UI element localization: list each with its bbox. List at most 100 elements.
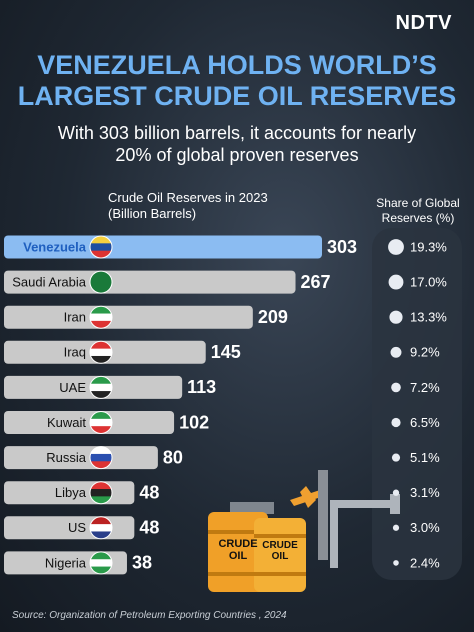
share-dot [388, 274, 404, 290]
flag-border [89, 305, 113, 329]
flag [89, 411, 113, 434]
barrel-label: CRUDE OIL [218, 538, 258, 562]
bar [4, 270, 296, 294]
flag [89, 375, 113, 399]
value-label: 267 [301, 272, 331, 292]
share-dot [391, 453, 401, 462]
flag-stripe [90, 531, 112, 539]
flag-stripe [90, 426, 112, 434]
flag [89, 340, 113, 364]
category-label: Kuwait [47, 415, 86, 430]
flag-border [89, 551, 113, 575]
chart-title: VENEZUELA HOLDS WORLD’S LARGEST CRUDE OI… [17, 50, 457, 111]
category-label: Russia [46, 450, 87, 465]
value-label: 113 [187, 377, 216, 397]
flag [89, 235, 113, 259]
bar [4, 411, 175, 434]
flag-stripe [90, 516, 112, 525]
bar [4, 235, 323, 259]
value-label: 145 [211, 342, 241, 362]
category-label: Nigeria [45, 555, 87, 570]
category-label: Venezuela [23, 239, 87, 254]
share-label: 13.3% [410, 310, 447, 325]
category-label: Saudi Arabia [12, 275, 86, 290]
flag-border [89, 235, 113, 259]
share-label: 17.0% [410, 275, 447, 290]
flag-border [89, 411, 113, 434]
source: Source: Organization of Petroleum Export… [12, 610, 287, 621]
flag-stripe [90, 278, 112, 287]
flag-stripe [90, 559, 112, 568]
flag-stripe [90, 285, 112, 294]
flag [89, 551, 113, 575]
flag-stripe [90, 306, 112, 315]
share-dot [391, 382, 401, 393]
flag-border [89, 516, 113, 540]
share-dot [393, 560, 399, 566]
share-dot [391, 417, 401, 428]
value-label: 209 [258, 307, 288, 327]
flag-stripe [90, 411, 112, 420]
flag-stripe [90, 461, 112, 469]
share-dot [388, 239, 404, 255]
flag-stripe [90, 391, 112, 399]
category-label: Iraq [64, 345, 86, 360]
flag-stripe [90, 566, 112, 574]
flag-stripe [90, 418, 112, 427]
flag [89, 270, 113, 294]
share-dot [389, 310, 403, 324]
share-label: 19.3% [410, 239, 447, 254]
chart-subtitle: With 303 billion barrels, it accounts fo… [57, 123, 417, 165]
flag-stripe [90, 551, 112, 560]
value-label: 303 [327, 237, 357, 257]
flag-border [89, 446, 113, 470]
bar [4, 446, 158, 470]
flag-border [89, 340, 113, 364]
flag-border [89, 481, 113, 505]
share-label: 5.1% [410, 450, 440, 465]
share-label: 3.1% [410, 485, 440, 500]
category-label: US [68, 520, 86, 535]
flag [89, 516, 113, 540]
value-label: 38 [132, 553, 152, 573]
share-label: 2.4% [410, 555, 440, 570]
flag-stripe [90, 376, 112, 385]
barrel-label: CRUDE OIL [262, 540, 298, 562]
share-label: 9.2% [410, 345, 440, 360]
flag-border [89, 270, 113, 294]
flag-stripe [90, 313, 112, 322]
flag-stripe [90, 446, 112, 455]
value-label: 80 [163, 447, 183, 467]
flag [89, 446, 113, 470]
flag [89, 481, 113, 505]
share-dot [392, 524, 400, 531]
value-label: 102 [179, 412, 209, 432]
flag-stripe [90, 383, 112, 392]
flag-stripe [90, 341, 112, 350]
flag [89, 305, 113, 329]
flag-stripe [90, 481, 112, 490]
flag-stripe [90, 489, 112, 497]
axis-label: Crude Oil Reserves in 2023 (Billion Barr… [108, 190, 268, 221]
flag-stripe [90, 320, 112, 329]
flag-stripe [90, 243, 112, 252]
illustration: CRUDE OIL CRUDE OIL [208, 470, 400, 592]
category-label: Iran [64, 310, 86, 325]
share-label: 7.2% [410, 380, 440, 395]
flag-border [89, 375, 113, 399]
logo: NDTV [395, 12, 452, 34]
value-label: 48 [139, 482, 159, 502]
share-label: 3.0% [410, 520, 440, 535]
share-dot [392, 489, 400, 496]
flag-stripe [90, 355, 112, 364]
flag-stripe [90, 236, 112, 244]
flag-stripe [90, 524, 112, 532]
flag-stripe [90, 250, 112, 258]
value-label: 48 [139, 518, 159, 538]
flag-stripe [90, 271, 112, 279]
category-label: UAE [59, 380, 86, 395]
share-dot [390, 346, 402, 358]
share-label: 6.5% [410, 415, 440, 430]
